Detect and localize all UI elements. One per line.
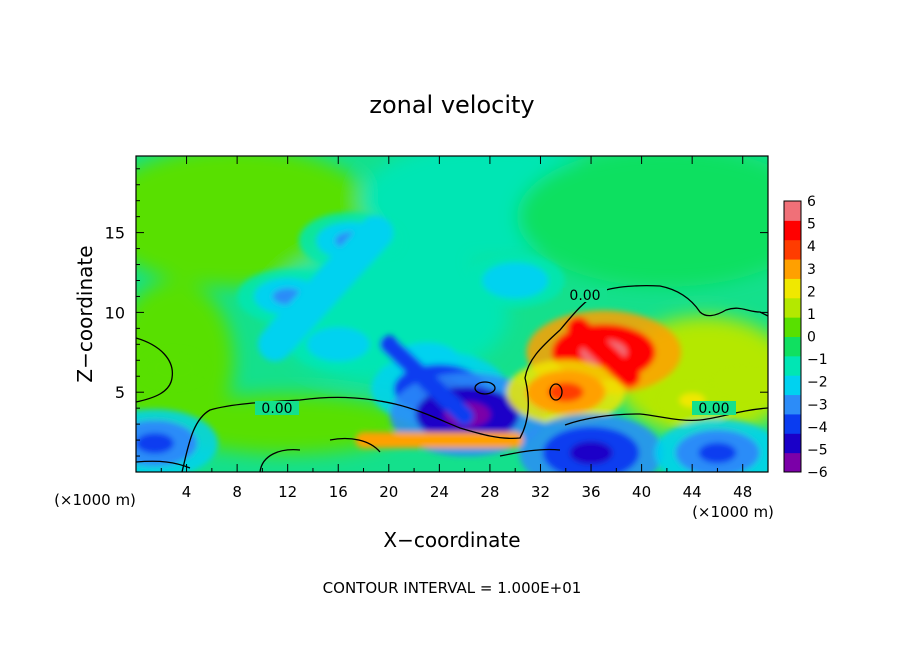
x-tick-label: 48 (733, 483, 752, 501)
contour-label-left: 0.00 (261, 401, 292, 417)
colorbar-tick-label: −1 (807, 352, 828, 368)
zero-contour-left (136, 337, 173, 403)
colorbar-tick-label: 1 (807, 307, 816, 323)
x-unit-left: (×1000 m) (54, 491, 136, 509)
feature-core-7 (500, 272, 531, 289)
x-tick-label: 32 (531, 483, 550, 501)
x-tick-label: 28 (480, 483, 499, 501)
y-axis-label: Z−coordinate (73, 245, 97, 382)
field-region-4 (516, 156, 768, 287)
colorbar-tick-label: 3 (807, 262, 816, 278)
colorbar-segment (784, 278, 801, 299)
plot-area: 0.00 0.00 0.00 (136, 156, 768, 472)
colorbar-segment (784, 452, 801, 473)
contour-interval-note: CONTOUR INTERVAL = 1.000E+01 (323, 579, 582, 597)
colorbar-segment (784, 336, 801, 357)
y-tick-label: 10 (105, 303, 125, 322)
contour-labels: 0.00 0.00 0.00 (255, 288, 736, 417)
chart-title: zonal velocity (369, 91, 534, 119)
colorbar-segment (784, 297, 801, 318)
colorbar: 6 5 4 3 2 1 0 −1 −2 −3 −4 −5 −6 (783, 194, 828, 481)
colorbar-segment (784, 220, 801, 241)
zero-contour-main (181, 285, 768, 472)
feature-core-11 (730, 377, 756, 392)
x-axis-label: X−coordinate (383, 528, 520, 552)
x-tick-label: 24 (430, 483, 449, 501)
velocity-field-detail (136, 212, 768, 472)
colorbar-segment (784, 375, 801, 396)
x-tick-label: 44 (683, 483, 702, 501)
field-band-blue-core (379, 335, 474, 426)
colorbar-tick-label: 4 (807, 239, 816, 255)
feature-core-3 (324, 336, 353, 352)
zero-contour-ring-1 (474, 381, 496, 395)
x-tick-label: 20 (379, 483, 398, 501)
colorbar-segment (784, 259, 801, 279)
x-axis: 4 8 12 16 20 24 28 32 36 40 44 48 (160, 156, 752, 501)
colorbar-segment (784, 201, 801, 221)
colorbar-tick-label: 2 (807, 284, 816, 300)
y-tick-label: 5 (115, 383, 125, 402)
colorbar-segment (784, 317, 801, 337)
colorbar-tick-label: −2 (807, 375, 828, 391)
colorbar-segment (784, 394, 801, 415)
colorbar-tick-label: −3 (807, 397, 828, 413)
colorbar-tick-label: 5 (807, 217, 816, 233)
colorbar-segment (784, 433, 801, 454)
colorbar-frame (783, 200, 802, 473)
x-tick-label: 16 (329, 483, 348, 501)
colorbar-tick-label: −5 (807, 442, 828, 458)
y-axis: 5 10 15 (105, 168, 768, 457)
colorbar-tick-label: 6 (807, 194, 816, 210)
x-tick-label: 36 (581, 483, 600, 501)
contour-label-right: 0.00 (698, 401, 729, 417)
colorbar-tick-label: −4 (807, 420, 828, 436)
colorbar-segment (784, 239, 801, 260)
zero-contour-ring-2 (549, 383, 563, 401)
x-tick-label: 8 (232, 483, 242, 501)
colorbar-segment (784, 413, 801, 434)
x-unit-right: (×1000 m) (692, 503, 774, 521)
y-tick-label: 15 (105, 224, 125, 243)
colorbar-tick-label: 0 (807, 330, 816, 346)
zero-contour-low (136, 437, 561, 472)
contour-label-top: 0.00 (569, 288, 600, 304)
feature-core-13 (136, 433, 174, 454)
feature-core-15 (698, 442, 737, 464)
field-band-blue-ridge (258, 215, 394, 362)
field-band-red-cell (567, 317, 640, 388)
colorbar-tick-label: −6 (807, 465, 828, 481)
feature-core-12 (163, 362, 185, 374)
colorbar-segment (784, 355, 801, 376)
x-tick-label: 12 (278, 483, 297, 501)
feature-core-14 (569, 441, 613, 465)
plot-frame (135, 155, 769, 473)
zero-contour-lines (136, 285, 768, 472)
x-tick-label: 40 (632, 483, 651, 501)
x-tick-label: 4 (182, 483, 192, 501)
feature-core-9 (547, 382, 584, 402)
